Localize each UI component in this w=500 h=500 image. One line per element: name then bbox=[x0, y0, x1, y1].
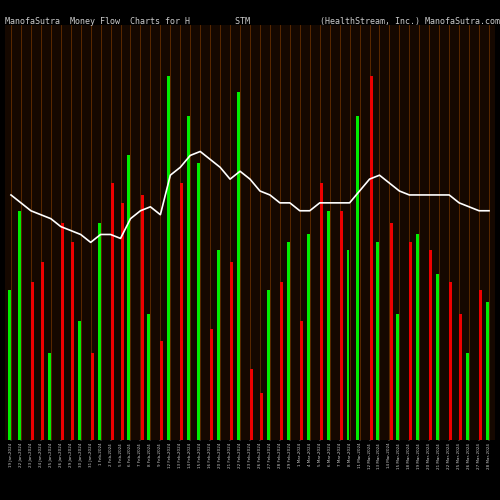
Bar bbox=[120, 203, 124, 440]
Bar bbox=[31, 282, 34, 440]
Bar bbox=[356, 116, 360, 440]
Bar bbox=[148, 314, 150, 440]
Bar bbox=[320, 183, 323, 440]
Bar bbox=[160, 341, 164, 440]
Bar bbox=[110, 183, 114, 440]
Bar bbox=[260, 392, 263, 440]
Bar bbox=[390, 222, 392, 440]
Bar bbox=[340, 211, 342, 440]
Bar bbox=[180, 183, 184, 440]
Bar bbox=[128, 156, 130, 440]
Bar bbox=[197, 164, 200, 440]
Bar bbox=[436, 274, 439, 440]
Bar bbox=[71, 242, 74, 440]
Bar bbox=[187, 116, 190, 440]
Bar bbox=[416, 234, 419, 440]
Bar bbox=[250, 369, 253, 440]
Bar bbox=[167, 76, 170, 440]
Bar bbox=[287, 242, 290, 440]
Bar bbox=[18, 211, 21, 440]
Bar bbox=[346, 250, 350, 440]
Bar bbox=[280, 282, 283, 440]
Bar bbox=[410, 242, 412, 440]
Bar bbox=[41, 262, 44, 440]
Bar bbox=[78, 322, 80, 440]
Bar bbox=[48, 353, 50, 440]
Bar bbox=[140, 195, 143, 440]
Bar bbox=[300, 322, 303, 440]
Bar bbox=[61, 222, 64, 440]
Text: ManofaSutra  Money Flow  Charts for H         STM              (HealthStream, In: ManofaSutra Money Flow Charts for H STM … bbox=[5, 18, 500, 26]
Bar bbox=[210, 330, 213, 440]
Bar bbox=[376, 242, 380, 440]
Bar bbox=[237, 92, 240, 440]
Bar bbox=[217, 250, 220, 440]
Bar bbox=[90, 353, 94, 440]
Bar bbox=[459, 314, 462, 440]
Bar bbox=[396, 314, 400, 440]
Bar bbox=[466, 353, 469, 440]
Bar bbox=[306, 234, 310, 440]
Bar bbox=[98, 222, 100, 440]
Bar bbox=[479, 290, 482, 440]
Bar bbox=[370, 76, 372, 440]
Bar bbox=[450, 282, 452, 440]
Bar bbox=[230, 262, 233, 440]
Bar bbox=[486, 302, 489, 440]
Bar bbox=[430, 250, 432, 440]
Bar bbox=[8, 290, 11, 440]
Bar bbox=[267, 290, 270, 440]
Bar bbox=[326, 211, 330, 440]
